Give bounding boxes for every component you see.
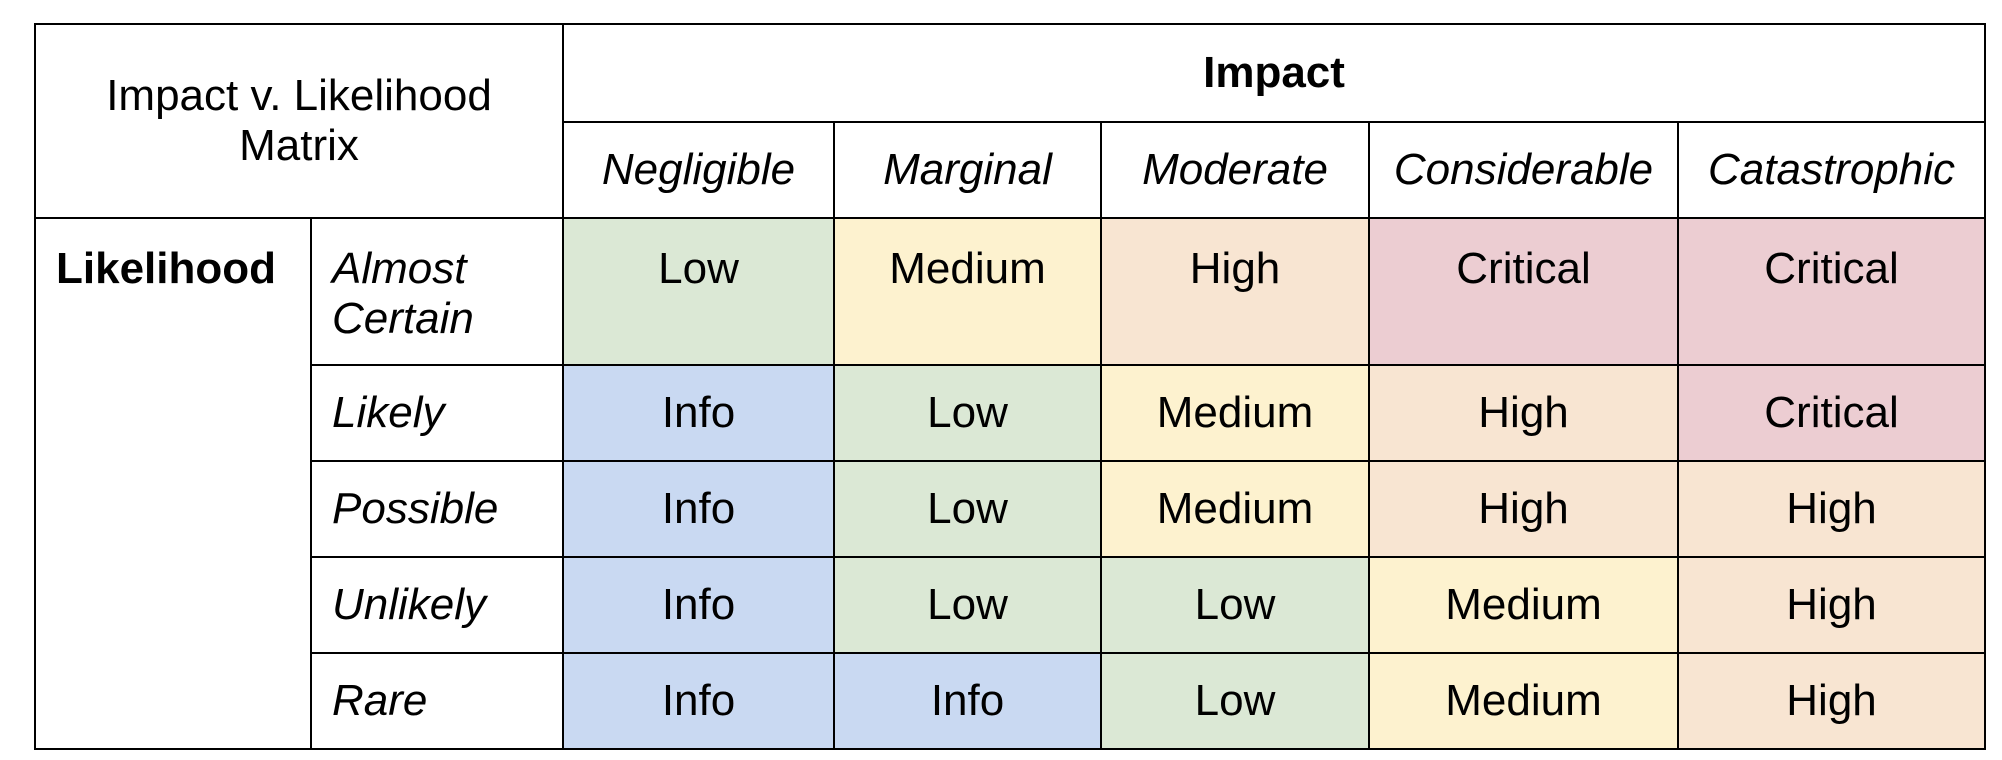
risk-cell: Info: [562, 556, 836, 654]
likelihood-level-possible: Possible: [309, 460, 565, 558]
impact-likelihood-matrix: Impact v. Likelihood Matrix Impact Negli…: [33, 23, 1987, 750]
risk-cell: Medium: [1100, 460, 1371, 558]
risk-cell: Info: [562, 364, 836, 462]
risk-cell: Info: [562, 652, 836, 750]
likelihood-header: Likelihood: [34, 217, 312, 750]
risk-cell: High: [1368, 364, 1680, 462]
risk-cell: Critical: [1677, 364, 1987, 462]
risk-cell: Low: [562, 217, 836, 366]
risk-cell: High: [1100, 217, 1371, 366]
risk-cell: Medium: [1368, 652, 1680, 750]
impact-level-negligible: Negligible: [562, 121, 836, 219]
impact-level-catastrophic: Catastrophic: [1677, 121, 1987, 219]
impact-level-marginal: Marginal: [833, 121, 1103, 219]
risk-cell: High: [1677, 460, 1987, 558]
risk-cell: Info: [833, 652, 1103, 750]
risk-cell: High: [1677, 556, 1987, 654]
likelihood-level-rare: Rare: [309, 652, 565, 750]
risk-cell: Medium: [1368, 556, 1680, 654]
impact-level-moderate: Moderate: [1100, 121, 1371, 219]
risk-cell: High: [1368, 460, 1680, 558]
risk-cell: Critical: [1368, 217, 1680, 366]
risk-cell: High: [1677, 652, 1987, 750]
risk-cell: Medium: [833, 217, 1103, 366]
risk-cell: Low: [833, 556, 1103, 654]
impact-level-considerable: Considerable: [1368, 121, 1680, 219]
likelihood-level-almost-certain: Almost Certain: [309, 217, 565, 366]
risk-cell: Low: [833, 364, 1103, 462]
risk-cell: Critical: [1677, 217, 1987, 366]
risk-cell: Low: [1100, 556, 1371, 654]
risk-cell: Info: [562, 460, 836, 558]
risk-cell: Medium: [1100, 364, 1371, 462]
impact-header: Impact: [562, 23, 1987, 123]
likelihood-level-likely: Likely: [309, 364, 565, 462]
risk-cell: Low: [833, 460, 1103, 558]
matrix-title: Impact v. Likelihood Matrix: [33, 23, 565, 219]
risk-cell: Low: [1100, 652, 1371, 750]
likelihood-level-unlikely: Unlikely: [309, 556, 565, 654]
